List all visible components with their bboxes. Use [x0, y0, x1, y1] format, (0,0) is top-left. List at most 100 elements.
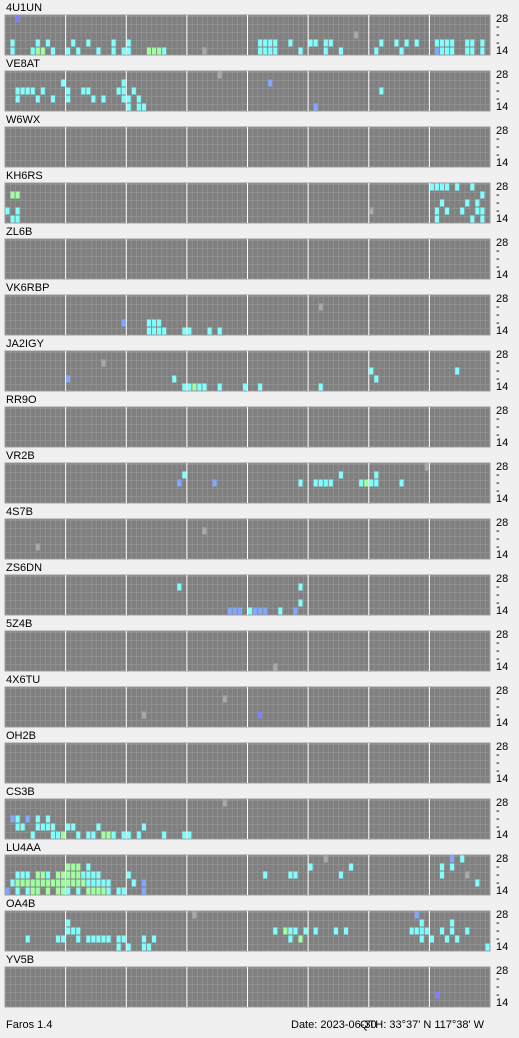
signal-cell [141, 887, 146, 895]
signal-cell [455, 183, 460, 191]
signal-cell [101, 879, 106, 887]
band-label: - [496, 693, 500, 705]
signal-cell [152, 935, 157, 943]
signal-cell [450, 863, 455, 871]
beacon-callsign: KH6RS [6, 170, 43, 182]
signal-cell [50, 47, 56, 55]
signal-cell [414, 39, 419, 47]
signal-cell [338, 47, 343, 55]
signal-cell [10, 47, 15, 55]
beacon-callsign: ZS6DN [6, 562, 42, 574]
signal-cell [323, 39, 328, 47]
signal-cell [313, 927, 318, 935]
signal-cell [470, 39, 475, 47]
signal-cell [434, 207, 439, 215]
signal-cell [475, 879, 480, 887]
band-label: 28 [496, 125, 508, 137]
signal-cell [268, 47, 273, 55]
signal-cell [141, 943, 146, 951]
band-label: - [496, 365, 500, 377]
signal-cell [450, 855, 455, 863]
signal-cell [86, 863, 91, 871]
signal-cell [258, 383, 263, 391]
signal-cell [81, 87, 86, 95]
signal-cell [364, 479, 369, 487]
signal-cell [86, 39, 91, 47]
signal-cell [91, 879, 96, 887]
band-label: - [496, 821, 500, 833]
signal-cell [56, 879, 61, 887]
signal-cell [460, 855, 465, 863]
signal-cell [293, 871, 298, 879]
band-label: 28 [496, 349, 508, 361]
signal-cell [25, 815, 30, 823]
signal-cell [439, 927, 445, 935]
signal-cell [106, 879, 111, 887]
band-label: - [496, 533, 500, 545]
signal-cell [30, 87, 35, 95]
signal-cell [61, 871, 66, 879]
signal-cell [96, 871, 101, 879]
band-label: - [496, 653, 500, 665]
band-label: - [496, 861, 500, 873]
signal-cell [288, 39, 293, 47]
signal-cell [30, 887, 35, 895]
signal-cell [308, 863, 313, 871]
band-label: - [496, 765, 500, 777]
band-label: - [496, 253, 500, 265]
beacon-callsign: 4S7B [6, 506, 33, 518]
band-label: - [496, 973, 500, 985]
signal-cell [81, 871, 86, 879]
signal-cell [66, 863, 71, 871]
signal-cell [40, 87, 45, 95]
signal-cell [434, 47, 439, 55]
signal-cell [450, 39, 455, 47]
band-label: - [496, 37, 500, 49]
signal-cell [445, 47, 450, 55]
signal-cell [404, 39, 409, 47]
signal-cell [293, 927, 298, 935]
band-label: - [496, 357, 500, 369]
band-label: - [496, 93, 500, 105]
signal-cell [121, 319, 126, 327]
signal-cell [66, 879, 71, 887]
band-label: - [496, 85, 500, 97]
signal-cell [116, 87, 121, 95]
signal-cell [10, 215, 15, 223]
band-label: 28 [496, 853, 508, 865]
signal-cell [71, 823, 76, 831]
beacon-callsign: W6WX [6, 114, 41, 126]
signal-cell [146, 47, 152, 55]
signal-cell [429, 935, 434, 943]
signal-cell [50, 879, 56, 887]
band-label: - [496, 581, 500, 593]
signal-cell [242, 383, 247, 391]
band-label: 14 [496, 213, 508, 225]
band-label: - [496, 645, 500, 657]
signal-cell [126, 103, 131, 111]
signal-cell [268, 79, 273, 87]
signal-cell [101, 935, 106, 943]
signal-cell [111, 47, 116, 55]
signal-cell [157, 47, 162, 55]
signal-cell [450, 919, 455, 927]
band-label: 28 [496, 629, 508, 641]
signal-cell [141, 103, 146, 111]
band-label: 28 [496, 741, 508, 753]
band-label: - [496, 933, 500, 945]
signal-cell [101, 887, 106, 895]
signal-cell [333, 927, 338, 935]
band-label: - [496, 757, 500, 769]
band-label: 14 [496, 325, 508, 337]
signal-cell [91, 95, 96, 103]
band-label: - [496, 877, 500, 889]
signal-cell [76, 863, 81, 871]
signal-cell [313, 103, 318, 111]
signal-cell [187, 327, 192, 335]
signal-cell [232, 607, 237, 615]
signal-cell [182, 327, 187, 335]
